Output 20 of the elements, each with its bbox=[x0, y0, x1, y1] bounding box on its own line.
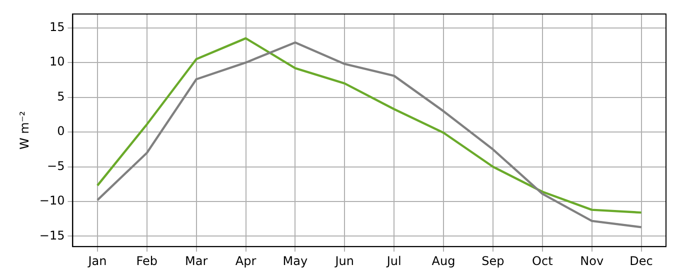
x-tick-label: Aug bbox=[432, 254, 456, 268]
x-tick-label: Jul bbox=[386, 254, 402, 268]
y-tick-label: −15 bbox=[39, 228, 65, 242]
y-axis-title: W m⁻² bbox=[17, 110, 32, 150]
y-tick-label: 0 bbox=[57, 124, 65, 138]
y-tick-label: −5 bbox=[47, 158, 65, 173]
x-tick-label: May bbox=[282, 254, 308, 268]
x-tick-label: Dec bbox=[630, 254, 653, 268]
x-tick-label: Oct bbox=[532, 254, 554, 268]
x-tick-label: Mar bbox=[185, 254, 208, 268]
x-tick-label: Jan bbox=[87, 254, 107, 268]
x-tick-label: Sep bbox=[482, 254, 504, 268]
x-tick-label: Feb bbox=[136, 254, 158, 268]
x-tick-label: Jun bbox=[334, 254, 354, 268]
x-tick-label: Apr bbox=[235, 254, 256, 268]
y-tick-label: 5 bbox=[57, 89, 65, 104]
y-tick-label: −10 bbox=[39, 194, 65, 208]
y-tick-label: 15 bbox=[49, 20, 65, 34]
y-tick-label: 10 bbox=[49, 54, 65, 69]
x-tick-label: Nov bbox=[580, 254, 604, 268]
